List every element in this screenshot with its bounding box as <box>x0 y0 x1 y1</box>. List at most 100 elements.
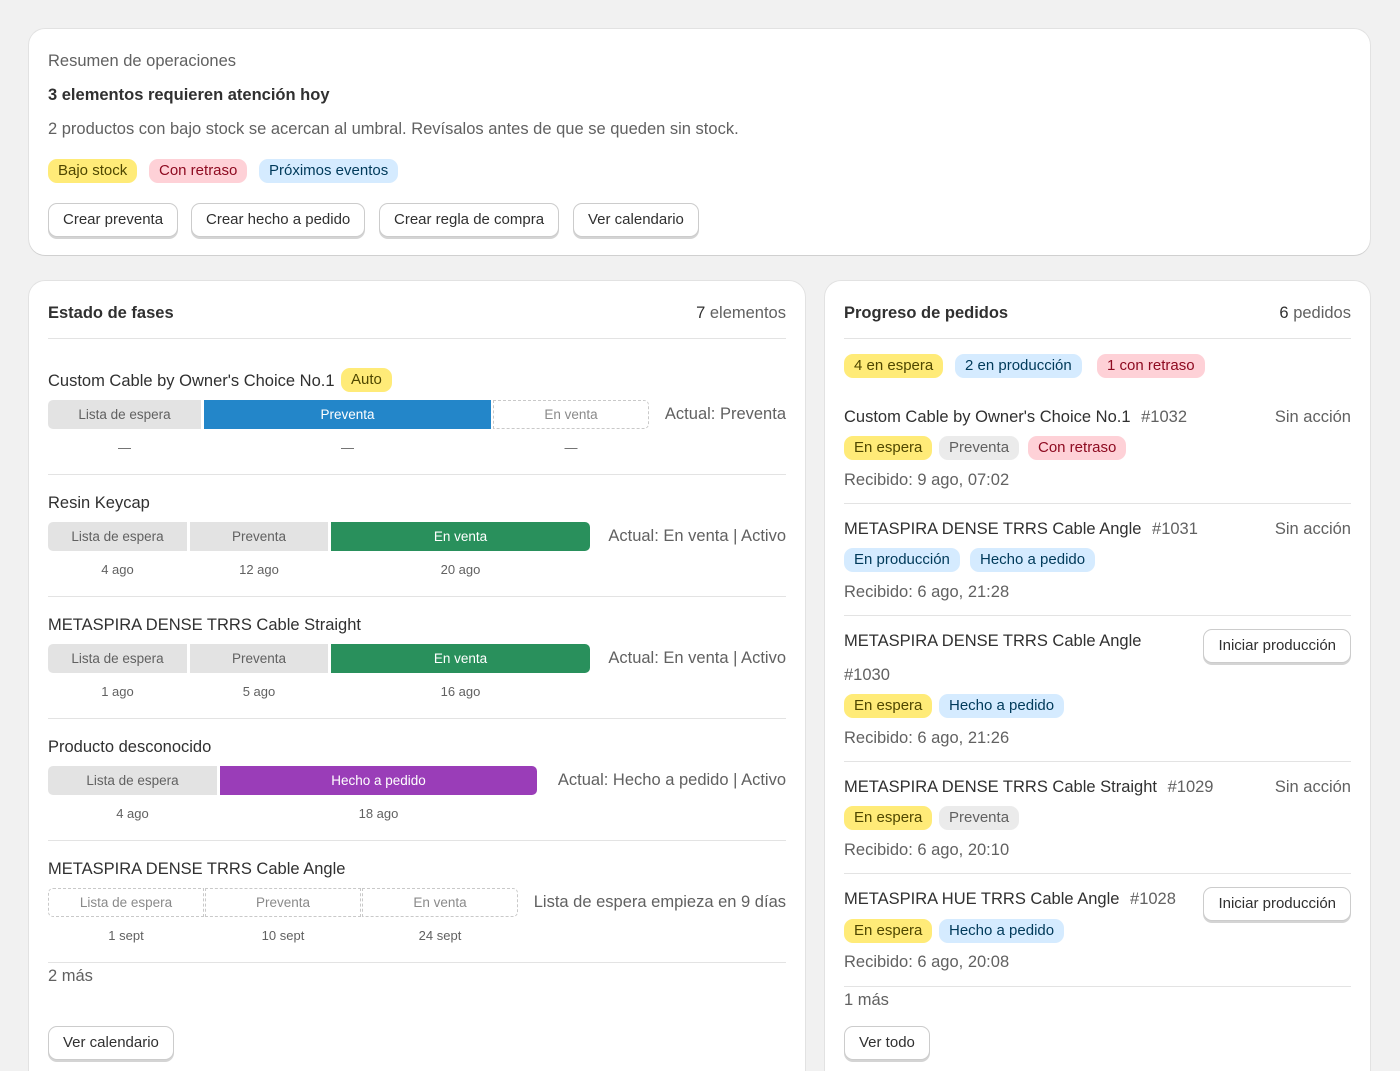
phase-item-name: Producto desconocido <box>48 738 212 756</box>
order-progress-card: Progreso de pedidos 6 pedidos 4 en esper… <box>825 281 1370 1071</box>
order-item[interactable]: Custom Cable by Owner's Choice No.1 #103… <box>844 408 1187 427</box>
operations-summary-card: Resumen de operaciones 3 elementos requi… <box>29 29 1370 255</box>
summary-heading: Resumen de operaciones <box>48 52 237 70</box>
view-all-button[interactable]: Ver todo <box>844 1026 930 1060</box>
divider <box>844 986 1351 987</box>
phase-date: 1 ago <box>101 684 134 699</box>
order-number: #1031 <box>1152 520 1198 538</box>
view-calendar-button[interactable]: Ver calendario <box>573 203 699 237</box>
divider <box>48 840 786 841</box>
view-calendar-button[interactable]: Ver calendario <box>48 1026 174 1060</box>
phase-date: — <box>118 440 131 455</box>
segment-made-to-order: Hecho a pedido <box>220 766 537 795</box>
badge-waiting: En espera <box>844 436 933 460</box>
orders-count: 6 pedidos <box>1279 304 1351 322</box>
auto-badge: Auto <box>341 368 392 392</box>
order-product-name: METASPIRA HUE TRRS Cable Angle <box>844 890 1120 908</box>
phase-status-text: Actual: Preventa <box>664 405 786 423</box>
create-preorder-button[interactable]: Crear preventa <box>48 203 179 237</box>
segment-preorder: Preventa <box>205 888 361 917</box>
divider <box>48 718 786 719</box>
phases-more-link[interactable]: 2 más <box>48 967 93 985</box>
badge-waiting: En espera <box>844 919 933 943</box>
phase-date: 4 ago <box>101 562 134 577</box>
badge-made-to-order: Hecho a pedido <box>939 919 1065 943</box>
divider <box>844 338 1351 339</box>
order-product-name: Custom Cable by Owner's Choice No.1 <box>844 408 1131 426</box>
segment-waitlist: Lista de espera <box>48 400 201 429</box>
segment-on-sale: En venta <box>331 644 590 673</box>
segment-waitlist: Lista de espera <box>48 644 187 673</box>
phase-item-name: METASPIRA DENSE TRRS Cable Angle <box>48 860 346 878</box>
summary-description: 2 productos con bajo stock se acercan al… <box>48 120 739 138</box>
phase-date: — <box>341 440 354 455</box>
create-purchase-rule-button[interactable]: Crear regla de compra <box>379 203 560 237</box>
divider <box>48 338 786 339</box>
order-product-name: METASPIRA DENSE TRRS Cable Angle <box>844 520 1142 538</box>
phases-title: Estado de fases <box>48 304 174 322</box>
badge-low-stock[interactable]: Bajo stock <box>48 159 138 183</box>
create-made-to-order-button[interactable]: Crear hecho a pedido <box>191 203 366 237</box>
divider <box>844 761 1351 762</box>
order-received: Recibido: 6 ago, 20:08 <box>844 953 1010 971</box>
phase-date: 4 ago <box>116 806 149 821</box>
phase-date: 1 sept <box>108 928 144 943</box>
badge-waiting-count[interactable]: 4 en espera <box>844 354 944 378</box>
phase-date: 10 sept <box>261 928 305 943</box>
order-item[interactable]: METASPIRA HUE TRRS Cable Angle #1028 <box>844 890 1176 909</box>
phase-status-text: Actual: En venta | Activo <box>608 649 786 667</box>
badge-upcoming-events[interactable]: Próximos eventos <box>259 159 399 183</box>
order-number: #1030 <box>844 666 890 684</box>
order-item[interactable]: METASPIRA DENSE TRRS Cable Angle #1031 <box>844 520 1198 539</box>
order-received: Recibido: 6 ago, 21:28 <box>844 583 1010 601</box>
phase-date: 24 sept <box>418 928 462 943</box>
segment-on-sale: En venta <box>493 400 649 429</box>
phases-count: 7 elementos <box>696 304 786 322</box>
segment-waitlist: Lista de espera <box>48 766 217 795</box>
segment-preorder: Preventa <box>190 522 328 551</box>
orders-more-link[interactable]: 1 más <box>844 991 889 1009</box>
order-product-name: METASPIRA DENSE TRRS Cable Straight <box>844 778 1157 796</box>
phase-date: 5 ago <box>242 684 276 699</box>
segment-preorder: Preventa <box>190 644 328 673</box>
badge-preorder: Preventa <box>939 436 1020 460</box>
badge-made-to-order: Hecho a pedido <box>970 548 1096 572</box>
order-received: Recibido: 9 ago, 07:02 <box>844 471 1010 489</box>
badge-delayed[interactable]: Con retraso <box>149 159 248 183</box>
badge-preorder: Preventa <box>939 806 1020 830</box>
divider <box>844 615 1351 616</box>
segment-on-sale: En venta <box>331 522 590 551</box>
divider <box>48 962 786 963</box>
segment-waitlist: Lista de espera <box>48 888 204 917</box>
start-production-button[interactable]: Iniciar producción <box>1203 629 1351 663</box>
order-received: Recibido: 6 ago, 20:10 <box>844 841 1010 859</box>
order-number: #1029 <box>1167 778 1214 796</box>
start-production-button[interactable]: Iniciar producción <box>1203 887 1351 921</box>
order-number: #1032 <box>1141 408 1188 426</box>
phase-item-name: Custom Cable by Owner's Choice No.1 <box>48 372 335 390</box>
orders-title: Progreso de pedidos <box>844 304 1009 322</box>
segment-preorder: Preventa <box>204 400 491 429</box>
segment-waitlist: Lista de espera <box>48 522 187 551</box>
badge-made-to-order: Hecho a pedido <box>939 694 1065 718</box>
phase-status-card: Estado de fases 7 elementos Custom Cable… <box>29 281 805 1071</box>
segment-on-sale: En venta <box>362 888 518 917</box>
phase-item-name: Resin Keycap <box>48 494 150 512</box>
badge-delayed-count[interactable]: 1 con retraso <box>1097 354 1205 378</box>
phase-date: 20 ago <box>440 562 481 577</box>
phase-date: — <box>564 440 578 455</box>
badge-waiting: En espera <box>844 806 933 830</box>
order-action-text: Sin acción <box>1274 778 1351 796</box>
phase-item-name: METASPIRA DENSE TRRS Cable Straight <box>48 616 361 634</box>
order-received: Recibido: 6 ago, 21:26 <box>844 729 1010 747</box>
badge-production-count[interactable]: 2 en producción <box>955 354 1082 378</box>
phase-status-text: Lista de espera empieza en 9 días <box>533 893 786 911</box>
order-action-text: Sin acción <box>1274 520 1351 538</box>
order-product-name[interactable]: METASPIRA DENSE TRRS Cable Angle <box>844 632 1142 650</box>
order-item[interactable]: METASPIRA DENSE TRRS Cable Straight #102… <box>844 778 1213 797</box>
divider <box>844 503 1351 504</box>
order-action-text: Sin acción <box>1274 408 1351 426</box>
divider <box>48 596 786 597</box>
phase-status-text: Actual: En venta | Activo <box>608 527 786 545</box>
phase-date: 18 ago <box>358 806 399 821</box>
